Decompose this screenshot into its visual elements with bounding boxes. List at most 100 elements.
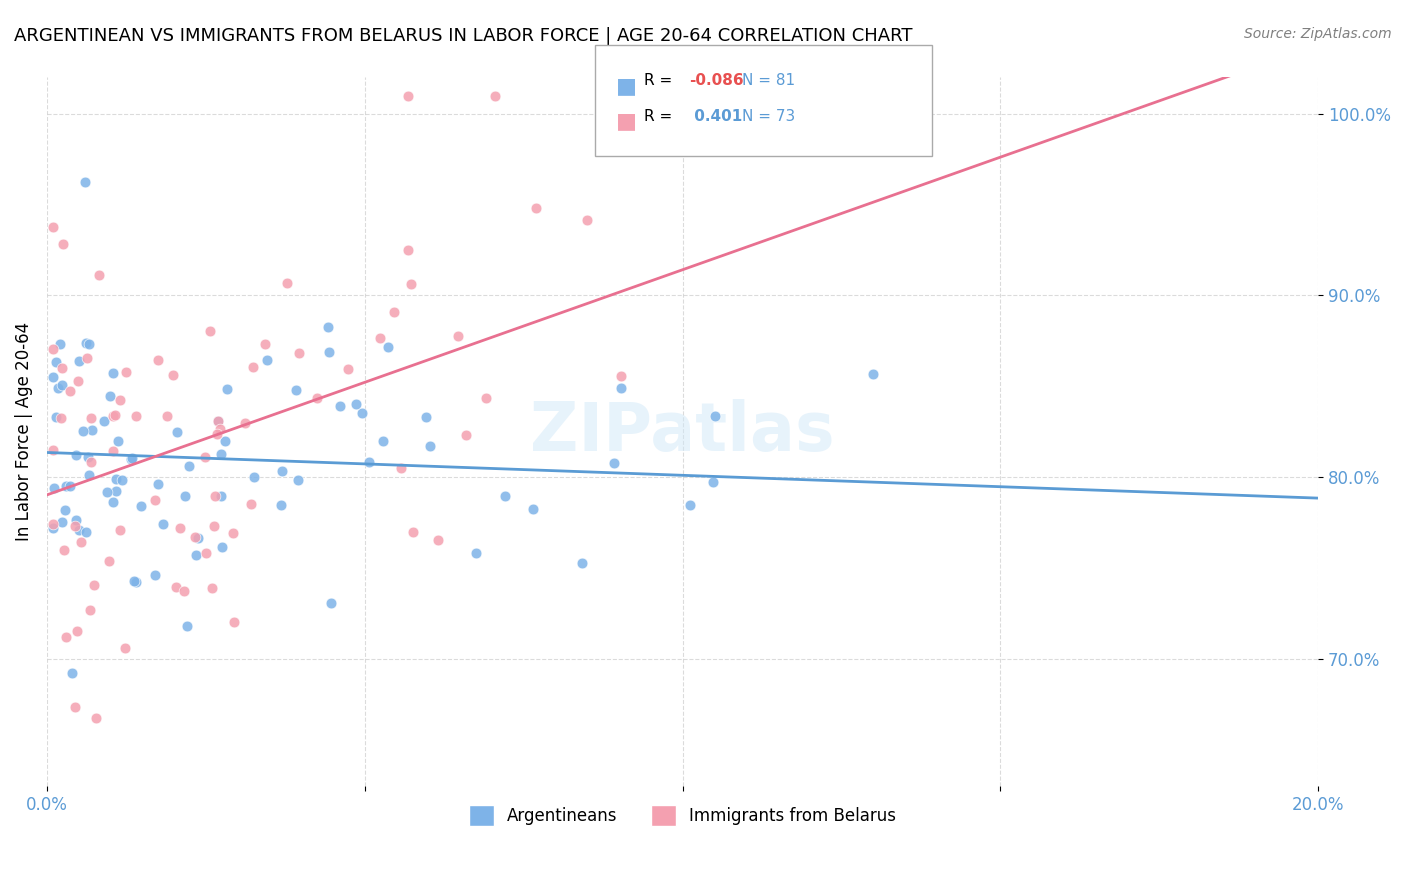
Point <box>84 711 107 725</box>
Point <box>101 409 124 424</box>
Point <box>209 447 232 461</box>
Point <box>571 556 593 570</box>
Point <box>42 220 65 235</box>
Point <box>52 542 75 557</box>
Point <box>287 473 309 487</box>
Point <box>201 582 224 596</box>
Point <box>60 665 83 680</box>
Point <box>198 324 221 338</box>
Point <box>152 517 174 532</box>
Point <box>194 450 217 465</box>
Point <box>399 277 422 291</box>
Point <box>389 461 412 475</box>
Point <box>72 425 94 439</box>
Point <box>447 328 470 343</box>
Point <box>146 352 169 367</box>
Point <box>120 452 142 467</box>
Text: R =: R = <box>644 109 678 124</box>
Point <box>173 584 195 599</box>
Point <box>101 494 124 508</box>
Point <box>45 354 67 368</box>
Point <box>270 498 292 512</box>
Point <box>679 498 702 512</box>
Text: ■: ■ <box>616 112 637 131</box>
Point <box>344 397 367 411</box>
Point <box>80 411 103 425</box>
Point <box>205 427 228 442</box>
Point <box>77 450 100 464</box>
Text: 0.401: 0.401 <box>689 109 742 124</box>
Point <box>484 88 506 103</box>
Point <box>108 392 131 407</box>
Point <box>114 641 136 656</box>
Point <box>77 337 100 351</box>
Point <box>125 409 148 424</box>
Point <box>208 422 231 436</box>
Point <box>42 442 65 457</box>
Point <box>42 343 65 357</box>
Point <box>143 568 166 582</box>
Point <box>75 335 97 350</box>
Point <box>176 618 198 632</box>
Point <box>80 455 103 469</box>
Point <box>65 513 87 527</box>
Point <box>67 353 90 368</box>
Point <box>42 369 65 384</box>
Text: N = 73: N = 73 <box>742 109 796 124</box>
Point <box>474 391 496 405</box>
Point <box>46 381 69 395</box>
Point <box>89 268 111 283</box>
Text: ARGENTINEAN VS IMMIGRANTS FROM BELARUS IN LABOR FORCE | AGE 20-64 CORRELATION CH: ARGENTINEAN VS IMMIGRANTS FROM BELARUS I… <box>14 27 912 45</box>
Point <box>79 467 101 482</box>
Point <box>51 378 73 392</box>
Point <box>156 409 179 423</box>
Point <box>42 517 65 532</box>
Point <box>415 410 437 425</box>
Point <box>83 578 105 592</box>
Point <box>101 444 124 458</box>
Point <box>209 489 232 503</box>
Point <box>329 399 352 413</box>
Point <box>610 369 633 384</box>
Point <box>373 434 395 448</box>
Point <box>165 580 187 594</box>
Point <box>398 244 420 258</box>
Point <box>146 476 169 491</box>
Text: ■: ■ <box>616 76 637 95</box>
Point <box>207 414 229 428</box>
Point <box>256 353 278 368</box>
Point <box>105 472 128 486</box>
Point <box>704 409 727 423</box>
Point <box>316 320 339 334</box>
Point <box>862 367 884 381</box>
Point <box>79 602 101 616</box>
Point <box>51 236 73 251</box>
Point <box>42 481 65 495</box>
Point <box>115 365 138 379</box>
Text: R =: R = <box>644 73 678 88</box>
Point <box>177 458 200 473</box>
Point <box>321 596 343 610</box>
Point <box>377 340 399 354</box>
Point <box>187 531 209 545</box>
Y-axis label: In Labor Force | Age 20-64: In Labor Force | Age 20-64 <box>15 322 32 541</box>
Point <box>284 383 307 397</box>
Text: -0.086: -0.086 <box>689 73 744 88</box>
Point <box>184 548 207 562</box>
Point <box>65 448 87 462</box>
Text: Source: ZipAtlas.com: Source: ZipAtlas.com <box>1244 27 1392 41</box>
Point <box>522 502 544 516</box>
Point <box>576 213 599 227</box>
Point <box>382 304 405 318</box>
Point <box>166 425 188 440</box>
Point <box>49 411 72 425</box>
Point <box>427 533 450 547</box>
Point <box>63 699 86 714</box>
Point <box>211 540 233 554</box>
Point <box>111 473 134 487</box>
Point <box>107 434 129 448</box>
Point <box>419 439 441 453</box>
Point <box>454 428 477 442</box>
Point <box>396 88 419 103</box>
Point <box>66 375 89 389</box>
